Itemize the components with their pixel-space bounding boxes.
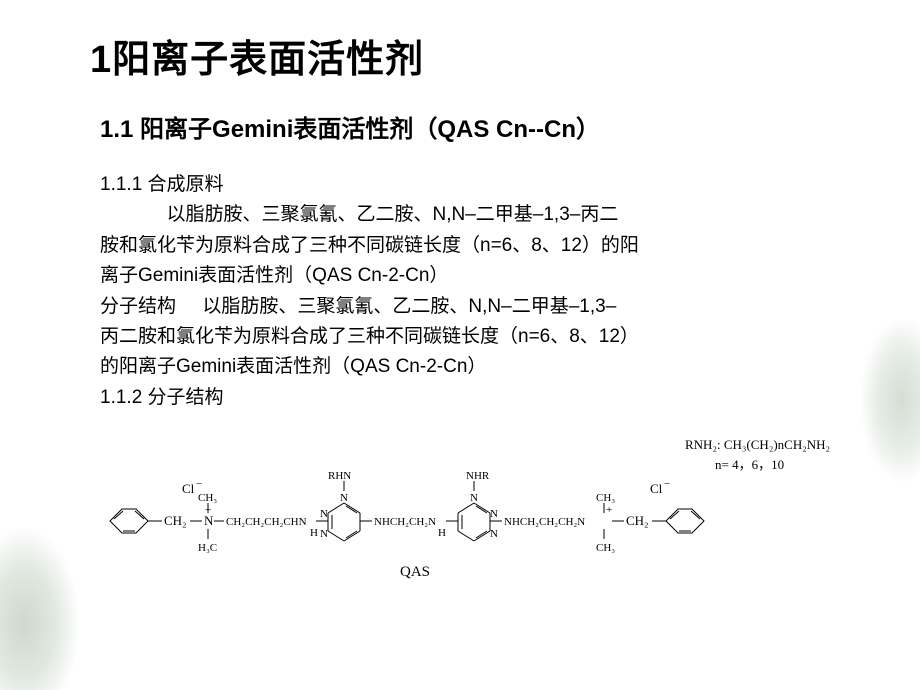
plus-right: + — [606, 504, 612, 516]
para1-line3: 离子Gemini表面活性剂（QAS Cn-2-Cn） — [100, 265, 448, 286]
tz2-n2: N — [490, 508, 498, 520]
slide-content: 1阳离子表面活性剂 1.1 阳离子Gemini表面活性剂（QAS Cn--Cn）… — [0, 0, 920, 616]
minus-right: − — [664, 478, 670, 490]
para2-line1: 以脂肪胺、三聚氯氰、乙二胺、N,N–二甲基–1,3– — [202, 296, 616, 317]
body-text-block: 1.1.1 合成原料 以脂肪胺、三聚氯氰、乙二胺、N,N–二甲基–1,3–丙二 … — [90, 170, 840, 413]
para2-line2: 丙二胺和氯化苄为原料合成了三种不同碳链长度（n=6、8、12） — [100, 326, 639, 347]
ch3-right-top: CH₃ — [596, 492, 615, 504]
linker-right: NHCH₂CH₂CH₂N — [504, 516, 585, 528]
rnh2-def-line1: RNH₂: CH₃(CH₂)nCH₂NH₂ — [685, 437, 830, 452]
linker-center: NHCH₂CH₂N — [374, 516, 436, 528]
linker-center-h: H — [438, 527, 446, 539]
linker-left-h: H — [310, 527, 318, 539]
h3c-left-bot: H₃C — [198, 542, 217, 554]
linker-left: CH₂CH₂CH₂CHN — [226, 516, 307, 528]
ch3-right-bot: CH₃ — [596, 542, 615, 554]
triazine-ring-right: N N N — [458, 492, 498, 541]
tz2-n1: N — [470, 492, 478, 504]
ch3-left-top: CH₃ — [198, 492, 217, 504]
ch2-benzyl-right: CH₂ — [626, 513, 649, 528]
para2-prefix: 分子结构 — [100, 296, 176, 317]
cl-anion-right: Cl — [650, 481, 663, 496]
tz2-n3: N — [490, 528, 498, 540]
rnh2-def-line2: n= 4，6，10 — [715, 457, 784, 472]
para2-line3: 的阳离子Gemini表面活性剂（QAS Cn-2-Cn） — [100, 356, 486, 377]
nhr-right: NHR — [466, 470, 490, 482]
sec-111-label: 1.1.1 合成原料 — [100, 174, 224, 195]
slide-title: 1阳离子表面活性剂 — [90, 28, 840, 83]
tz1-n1: N — [340, 492, 348, 504]
minus-left: − — [196, 478, 202, 490]
benzene-ring-left — [110, 509, 148, 533]
qas-label: QAS — [400, 564, 430, 580]
benzene-ring-right — [666, 509, 704, 533]
ch2-benzyl-left: CH₂ — [164, 513, 187, 528]
sec-112-label: 1.1.2 分子结构 — [100, 387, 224, 408]
cl-anion-left: Cl — [182, 481, 195, 496]
rhn-left: RHN — [328, 470, 351, 482]
para1-line2: 胺和氯化苄为原料合成了三种不同碳链长度（n=6、8、12）的阳 — [100, 235, 639, 256]
para1-line1: 以脂肪胺、三聚氯氰、乙二胺、N,N–二甲基–1,3–丙二 — [167, 204, 619, 225]
tz1-n3: N — [320, 528, 328, 540]
tz1-n2: N — [320, 508, 328, 520]
triazine-ring-left: N N N — [320, 492, 360, 541]
slide-subtitle: 1.1 阳离子Gemini表面活性剂（QAS Cn--Cn） — [90, 109, 840, 144]
chemical-structure-diagram: RNH₂: CH₃(CH₂)nCH₂NH₂ n= 4，6，10 Cl − CH₂… — [90, 431, 830, 591]
